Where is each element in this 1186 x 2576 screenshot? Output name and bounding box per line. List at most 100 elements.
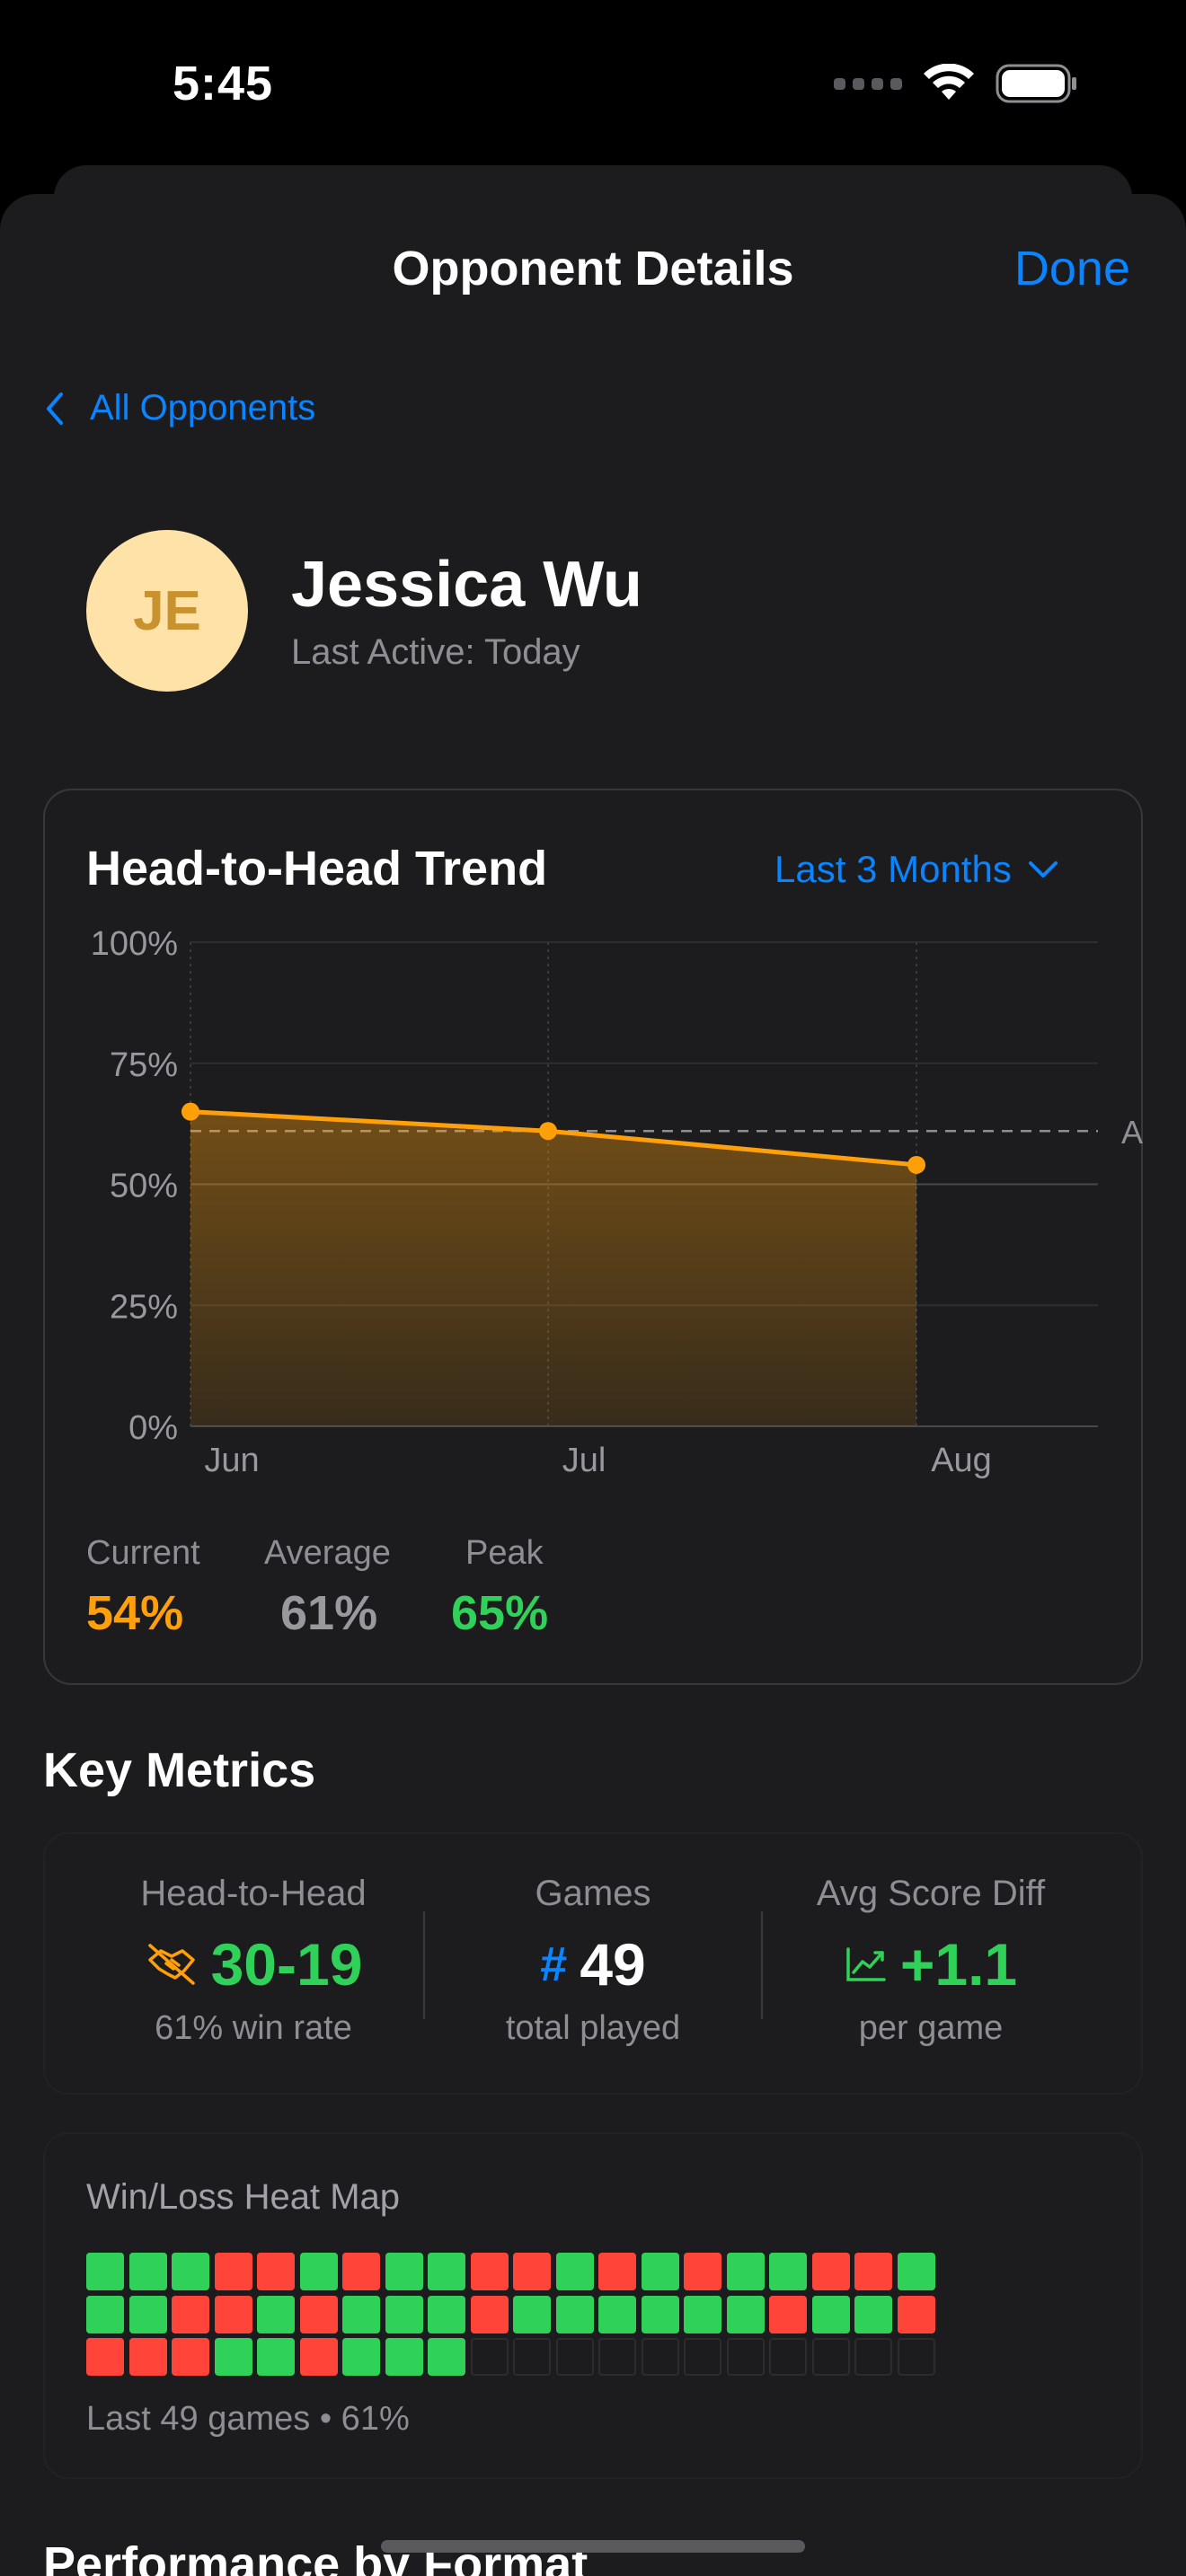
heatmap-cell-win bbox=[172, 2253, 209, 2290]
y-tick-label: 25% bbox=[110, 1288, 178, 1326]
status-icons bbox=[834, 63, 1078, 104]
heatmap-cell-empty bbox=[811, 2338, 850, 2376]
heatmap-cell-win bbox=[726, 2295, 765, 2333]
data-point bbox=[539, 1122, 557, 1141]
heatmap-cell-empty bbox=[684, 2338, 721, 2376]
heatmap-cell-empty bbox=[641, 2338, 679, 2376]
heatmap-cell-win bbox=[513, 2295, 551, 2333]
heatmap-cell-loss bbox=[299, 2338, 338, 2376]
avatar: JE bbox=[86, 530, 248, 692]
metric-games: Games # 49 total played bbox=[422, 1874, 764, 2048]
back-label: All Opponents bbox=[90, 388, 316, 428]
heatmap-cell-loss bbox=[811, 2253, 850, 2290]
heatmap-cell-loss bbox=[897, 2295, 935, 2333]
heatmap-cell-empty bbox=[513, 2338, 551, 2376]
x-tick-label: Aug bbox=[931, 1442, 992, 1479]
stat-peak-label: Peak bbox=[465, 1534, 544, 1572]
metric-sub: per game bbox=[858, 2009, 1004, 2047]
heatmap-cell-loss bbox=[172, 2295, 209, 2333]
heatmap-cell-win bbox=[342, 2338, 380, 2376]
heatmap-cell-loss bbox=[128, 2338, 167, 2376]
x-tick-label: Jul bbox=[562, 1442, 606, 1479]
heatmap-cell-loss bbox=[684, 2253, 721, 2290]
stat-peak: Peak 65% bbox=[451, 1534, 548, 1641]
range-label: Last 3 Months bbox=[774, 848, 1012, 890]
metric-sub: 61% win rate bbox=[155, 2009, 352, 2047]
average-line-label: A bbox=[1121, 1114, 1143, 1151]
heatmap-cell-empty bbox=[470, 2338, 509, 2376]
heatmap-cell-win bbox=[598, 2295, 636, 2333]
home-indicator bbox=[381, 2540, 805, 2553]
heatmap-footer: Last 49 games • 61% bbox=[86, 2400, 410, 2438]
heatmap-cell-loss bbox=[470, 2295, 509, 2333]
heatmap-cell-win bbox=[128, 2253, 167, 2290]
heatmap-cell-win bbox=[385, 2338, 423, 2376]
metric-head-to-head: Head-to-Head 30-19 61% win rate bbox=[83, 1874, 424, 2048]
done-button[interactable]: Done bbox=[1013, 242, 1130, 296]
heatmap-cell-win bbox=[385, 2253, 423, 2290]
wifi-icon bbox=[924, 64, 974, 100]
heatmap-cell-win bbox=[555, 2295, 594, 2333]
chart-up-icon bbox=[846, 1947, 886, 1981]
heatmap-cell-empty bbox=[854, 2338, 892, 2376]
data-point bbox=[907, 1155, 925, 1174]
heatmap-cell-loss bbox=[470, 2253, 509, 2290]
heatmap-cell-win bbox=[128, 2295, 167, 2333]
stat-current-label: Current bbox=[86, 1534, 200, 1572]
metric-value: 30-19 bbox=[210, 1931, 363, 1998]
heatmap-cell-win bbox=[86, 2295, 124, 2333]
heatmap-cell-win bbox=[641, 2295, 679, 2333]
metric-divider bbox=[761, 1911, 763, 2019]
stat-average-value: 61% bbox=[280, 1586, 378, 1640]
handshake-slash-icon bbox=[147, 1944, 195, 1985]
heatmap-cell-loss bbox=[257, 2253, 295, 2290]
back-button[interactable]: All Opponents bbox=[43, 388, 315, 428]
number-icon: # bbox=[540, 1937, 568, 1991]
heatmap-cell-win bbox=[257, 2338, 295, 2376]
last-active: Last Active: Today bbox=[291, 632, 580, 672]
heatmap-cell-win bbox=[86, 2253, 124, 2290]
status-bar: 5:45 bbox=[0, 0, 1186, 171]
heatmap-cell-empty bbox=[897, 2338, 935, 2376]
heatmap-cell-win bbox=[684, 2295, 721, 2333]
x-tick-label: Jun bbox=[204, 1442, 259, 1479]
metric-divider bbox=[423, 1911, 425, 2019]
heatmap-cell-empty bbox=[769, 2338, 807, 2376]
heatmap-cell-win bbox=[299, 2253, 338, 2290]
metric-label: Head-to-Head bbox=[140, 1874, 367, 1913]
heatmap-cell-empty bbox=[598, 2338, 636, 2376]
heatmap-cell-win bbox=[769, 2253, 807, 2290]
heatmap-cell-win bbox=[811, 2295, 850, 2333]
status-time: 5:45 bbox=[173, 57, 274, 110]
stat-average-label: Average bbox=[264, 1534, 391, 1572]
heatmap-cell-loss bbox=[598, 2253, 636, 2290]
stat-average: Average 61% bbox=[264, 1534, 391, 1641]
range-picker[interactable]: Last 3 Months bbox=[774, 848, 1058, 891]
heatmap-cell-loss bbox=[299, 2295, 338, 2333]
heatmap-cell-win bbox=[726, 2253, 765, 2290]
heatmap-cell-win bbox=[428, 2295, 465, 2333]
metric-avg-score-diff: Avg Score Diff +1.1 per game bbox=[760, 1874, 1102, 2048]
trend-title: Head-to-Head Trend bbox=[86, 842, 548, 895]
heatmap-cell-loss bbox=[214, 2253, 252, 2290]
key-metrics-title: Key Metrics bbox=[43, 1743, 316, 1797]
chevron-down-icon bbox=[1028, 861, 1058, 878]
stat-peak-value: 65% bbox=[451, 1586, 549, 1640]
y-tick-label: 100% bbox=[91, 925, 178, 963]
heatmap-cell-win bbox=[428, 2338, 465, 2376]
battery-icon bbox=[996, 64, 1076, 103]
y-tick-label: 50% bbox=[110, 1168, 178, 1205]
metric-label: Avg Score Diff bbox=[816, 1874, 1046, 1913]
heatmap-cell-win bbox=[385, 2295, 423, 2333]
heatmap-cell-loss bbox=[513, 2253, 551, 2290]
cellular-signal-icon bbox=[834, 77, 902, 90]
heatmap-cell-win bbox=[428, 2253, 465, 2290]
stat-current-value: 54% bbox=[86, 1586, 184, 1640]
metric-label: Games bbox=[535, 1874, 651, 1913]
heatmap-cell-loss bbox=[854, 2253, 892, 2290]
nav-title: Opponent Details bbox=[392, 242, 794, 296]
y-tick-label: 0% bbox=[128, 1409, 178, 1447]
heatmap-cell-loss bbox=[172, 2338, 209, 2376]
y-tick-label: 75% bbox=[110, 1046, 178, 1084]
metric-sub: total played bbox=[505, 2009, 681, 2047]
